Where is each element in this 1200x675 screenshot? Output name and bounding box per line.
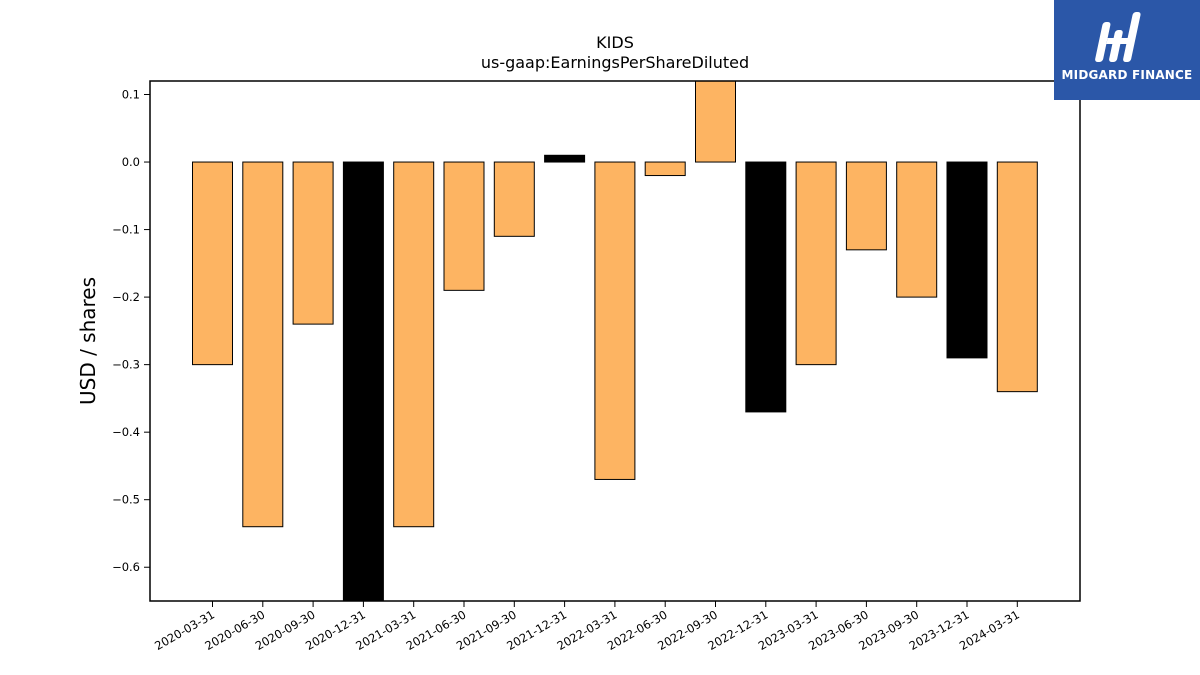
plot-frame — [149, 80, 1081, 602]
bar-2022-12-31 — [745, 161, 787, 413]
plot-area: 2020-03-312020-06-302020-09-302020-12-31… — [112, 81, 1038, 653]
y-tick-label: −0.2 — [112, 290, 140, 304]
bar-2022-06-30 — [644, 161, 686, 177]
bar-2023-03-31 — [795, 161, 837, 366]
brand-logo: MIDGARD FINANCE — [1054, 0, 1200, 100]
y-tick-label: 0.0 — [122, 155, 140, 169]
brand-name: MIDGARD FINANCE — [1061, 68, 1193, 82]
y-tick-label: 0.1 — [122, 88, 140, 102]
bars — [192, 81, 1038, 601]
bar-2021-03-31 — [393, 161, 435, 528]
bar-2024-03-31 — [996, 161, 1038, 393]
bar-2022-03-31 — [594, 161, 636, 480]
y-tick-label: −0.3 — [112, 358, 140, 372]
bar-2023-09-30 — [896, 161, 938, 298]
y-tick-label: −0.4 — [112, 425, 140, 439]
y-tick-label: −0.6 — [112, 560, 140, 574]
bar-2020-06-30 — [242, 161, 284, 528]
chart-title: KIDS — [596, 33, 634, 52]
y-tick-label: −0.1 — [112, 223, 140, 237]
chart-subtitle: us-gaap:EarningsPerShareDiluted — [481, 53, 749, 72]
midgard-logo-icon — [1095, 12, 1141, 62]
bar-2020-09-30 — [292, 161, 334, 325]
bar-2021-09-30 — [493, 161, 535, 237]
bar-2020-03-31 — [192, 161, 233, 366]
bar-2020-12-31 — [342, 161, 384, 601]
y-axis-label: USD / shares — [76, 277, 100, 405]
bar-2021-06-30 — [443, 161, 485, 291]
bar-2022-09-30 — [695, 81, 736, 163]
bar-2021-12-31 — [544, 154, 586, 163]
bar-2023-12-31 — [946, 161, 988, 359]
bar-2023-06-30 — [845, 161, 887, 251]
y-tick-label: −0.5 — [112, 493, 140, 507]
